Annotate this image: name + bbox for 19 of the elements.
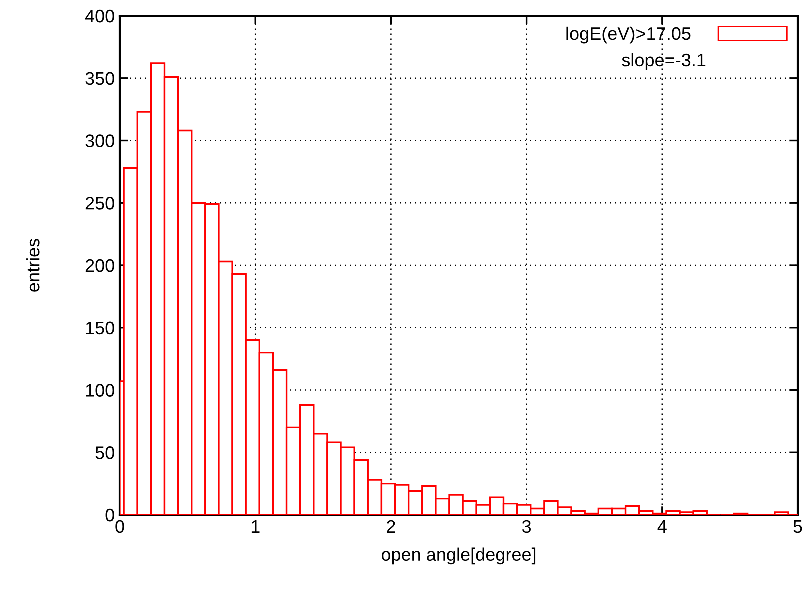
y-tick-label: 100 bbox=[86, 384, 114, 397]
x-tick-label: 1 bbox=[252, 520, 260, 533]
legend-label: logE(eV)>17.05 bbox=[566, 26, 691, 44]
x-tick-label: 4 bbox=[658, 520, 667, 533]
y-tick-label: 350 bbox=[86, 72, 114, 86]
y-axis-title: entries bbox=[26, 239, 40, 292]
y-tick-label: 0 bbox=[106, 508, 114, 522]
annotation: slope=-3.1 bbox=[622, 53, 706, 70]
y-tick-label: 300 bbox=[86, 134, 114, 148]
y-tick-label: 150 bbox=[86, 322, 114, 335]
x-axis-title: open angle[degree] bbox=[382, 548, 536, 565]
x-tick-label: 2 bbox=[387, 520, 396, 533]
x-tick-label: 3 bbox=[522, 520, 532, 534]
x-tick-label: 5 bbox=[794, 520, 802, 534]
y-tick-label: 50 bbox=[96, 446, 114, 460]
y-tick-label: 250 bbox=[86, 197, 114, 210]
x-tick-label: 0 bbox=[116, 520, 124, 534]
y-tick-label: 200 bbox=[86, 259, 114, 272]
y-tick-label: 400 bbox=[85, 10, 114, 23]
